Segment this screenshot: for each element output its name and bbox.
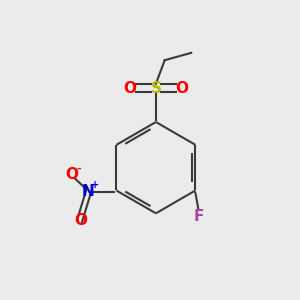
Text: O: O (65, 167, 78, 182)
Text: +: + (91, 181, 99, 190)
Text: O: O (175, 81, 188, 96)
Text: F: F (193, 209, 203, 224)
Text: O: O (124, 81, 136, 96)
Text: S: S (150, 81, 161, 96)
Text: -: - (76, 164, 81, 173)
Text: O: O (74, 213, 88, 228)
Text: N: N (82, 184, 95, 200)
